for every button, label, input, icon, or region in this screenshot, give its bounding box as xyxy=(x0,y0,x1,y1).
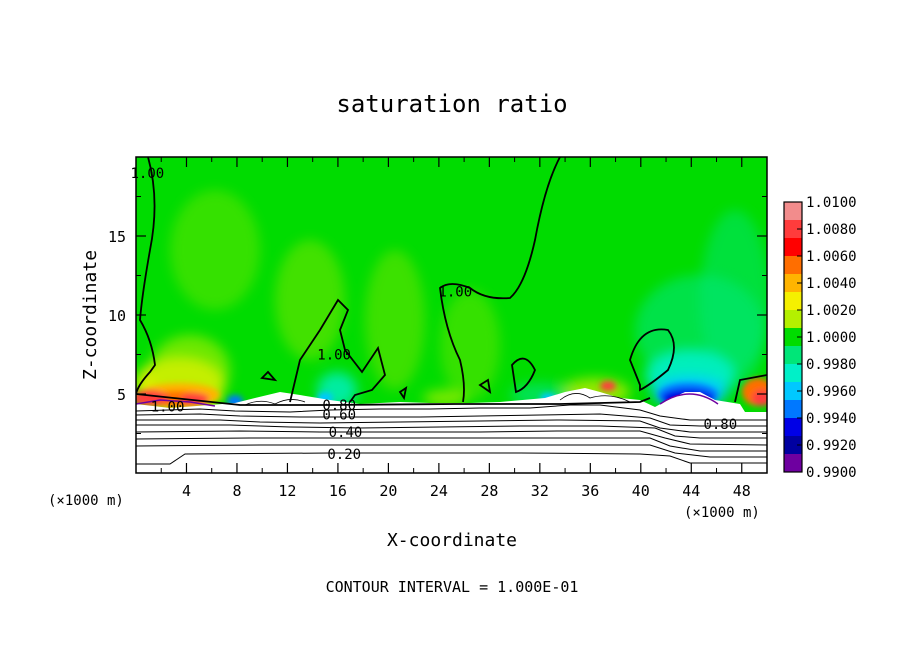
colorbar-swatch xyxy=(784,382,802,401)
x-tick-label: 24 xyxy=(430,482,448,500)
heatmap-field xyxy=(136,157,767,473)
colorbar-label: 0.9960 xyxy=(806,384,857,400)
y-axis-title: Z-coordinate xyxy=(80,250,101,380)
colorbar-swatch xyxy=(784,220,802,239)
colorbar-swatch xyxy=(784,436,802,455)
x-unit-right: (×1000 m) xyxy=(684,505,760,521)
contour-interval-note: CONTOUR INTERVAL = 1.000E-01 xyxy=(326,578,579,596)
colorbar-label: 1.0100 xyxy=(806,195,857,211)
colorbar-label: 1.0080 xyxy=(806,222,857,238)
x-unit-left: (×1000 m) xyxy=(48,493,124,509)
colorbar-swatch xyxy=(784,256,802,275)
colorbar-swatch xyxy=(784,400,802,419)
colorbar-label: 0.9980 xyxy=(806,357,857,373)
y-axis-ticks: 5 10 15 xyxy=(108,196,767,434)
contour-label: 1.00 xyxy=(438,284,472,300)
colorbar-swatch xyxy=(784,364,802,383)
colorbar-label: 1.0020 xyxy=(806,303,857,319)
x-tick-label: 8 xyxy=(232,482,241,500)
colorbar-swatch xyxy=(784,238,802,257)
x-axis-title: X-coordinate xyxy=(387,530,517,551)
colorbar-label: 1.0040 xyxy=(806,276,857,292)
x-tick-label: 44 xyxy=(682,482,700,500)
contour-label: 0.80 xyxy=(703,417,737,433)
contour-label: 0.20 xyxy=(327,447,361,463)
colorbar-swatch xyxy=(784,454,802,473)
x-tick-label: 40 xyxy=(632,482,650,500)
contour-label: 0.40 xyxy=(329,425,363,441)
chart-title: saturation ratio xyxy=(336,90,567,118)
colorbar-label: 1.0000 xyxy=(806,330,857,346)
contour-label: 1.00 xyxy=(151,400,185,416)
colorbar-swatch xyxy=(784,328,802,347)
contour-label: 1.00 xyxy=(130,166,164,182)
colorbar-label: 0.9940 xyxy=(806,411,857,427)
x-tick-label: 4 xyxy=(182,482,191,500)
x-tick-label: 36 xyxy=(581,482,599,500)
y-tick-label: 5 xyxy=(117,386,126,404)
colorbar-label: 0.9920 xyxy=(806,438,857,454)
colorbar-swatch xyxy=(784,202,802,221)
colorbar-swatch xyxy=(784,418,802,437)
y-tick-label: 15 xyxy=(108,228,126,246)
colorbar-swatch xyxy=(784,274,802,293)
colorbar: 1.0100 1.0080 1.0060 1.0040 1.0020 1.0000 0.99… xyxy=(783,195,857,481)
x-tick-label: 20 xyxy=(379,482,397,500)
colorbar-label: 1.0060 xyxy=(806,249,857,265)
x-axis-ticks: 4 8 12 16 20 24 28 32 36 40 44 48 xyxy=(160,157,751,500)
contour-label: 0.60 xyxy=(322,408,356,424)
colorbar-swatch xyxy=(784,346,802,365)
colorbar-swatch xyxy=(784,292,802,311)
x-tick-label: 48 xyxy=(733,482,751,500)
x-tick-label: 32 xyxy=(531,482,549,500)
contour-label: 1.00 xyxy=(317,348,351,364)
colorbar-label: 0.9900 xyxy=(806,465,857,481)
contour-label: 0.80 xyxy=(322,398,356,414)
x-tick-label: 28 xyxy=(480,482,498,500)
x-tick-label: 16 xyxy=(329,482,347,500)
colorbar-swatch xyxy=(784,310,802,329)
y-tick-label: 10 xyxy=(108,307,126,325)
x-tick-label: 12 xyxy=(278,482,296,500)
contour-labels: 1.001.001.001.00 0.800.600.400.200.80 xyxy=(130,166,737,463)
